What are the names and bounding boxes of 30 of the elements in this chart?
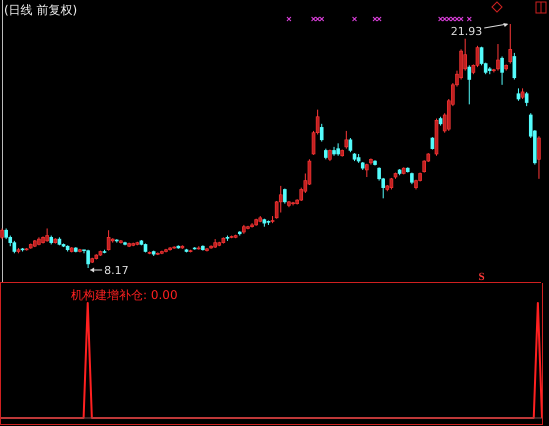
candlestick (106, 230, 110, 252)
chart-title: (日线 前复权) (4, 2, 78, 19)
candlestick (86, 249, 90, 268)
candlestick (496, 44, 500, 72)
candlestick (328, 149, 332, 162)
candlestick (430, 136, 434, 150)
annotation: 8.17 (104, 264, 129, 277)
candlestick (520, 88, 524, 100)
chart-title: 机构建增补仓: 0.00 (71, 287, 178, 304)
candlestick (320, 123, 324, 142)
candlestick (410, 172, 414, 185)
candlestick (365, 163, 369, 178)
candlestick (324, 148, 328, 160)
candlestick (12, 240, 16, 254)
candlestick (336, 142, 340, 156)
candlestick (0, 228, 4, 240)
candlestick (516, 88, 520, 102)
candlestick (45, 228, 49, 242)
annotation: 21.93 (450, 25, 482, 38)
candlestick (524, 91, 528, 107)
text: S (478, 271, 485, 283)
candlestick (283, 188, 287, 204)
candlestick (348, 138, 352, 153)
candlestick (508, 24, 512, 64)
candlestick (344, 130, 348, 150)
candlestick (512, 52, 516, 80)
candlestick (467, 64, 472, 105)
candlestick (500, 56, 504, 86)
candlestick (537, 136, 541, 180)
candlestick (390, 177, 394, 190)
